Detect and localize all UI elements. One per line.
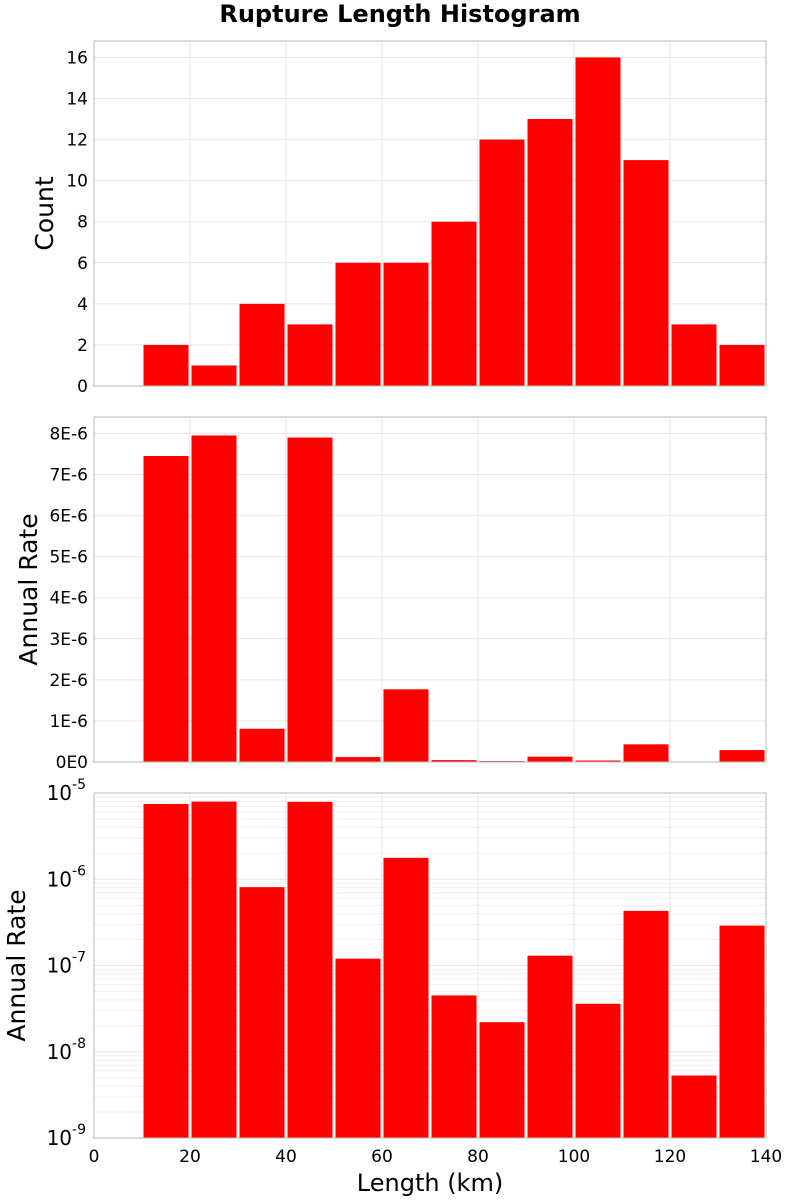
y-tick-label: 4 bbox=[77, 295, 88, 315]
y-tick-label: 6 bbox=[77, 254, 88, 274]
y-tick-label: 2 bbox=[77, 336, 88, 356]
y-tick-label: 10-8 bbox=[47, 1036, 86, 1064]
bar-135km bbox=[719, 925, 765, 1138]
bar-95km bbox=[527, 756, 573, 762]
bar-85km bbox=[479, 139, 525, 386]
x-axis-label: Length (km) bbox=[357, 1169, 503, 1197]
y-tick-label: 10-6 bbox=[47, 863, 87, 891]
y-axis-label: Annual Rate bbox=[2, 889, 31, 1041]
y-tick-label: 12 bbox=[66, 131, 88, 151]
bar-25km bbox=[191, 365, 237, 386]
bar-65km bbox=[383, 689, 429, 762]
y-tick-label: 10-7 bbox=[47, 950, 86, 978]
bar-105km bbox=[575, 760, 621, 762]
bar-135km bbox=[719, 344, 765, 386]
bar-115km bbox=[623, 744, 669, 762]
bar-35km bbox=[239, 303, 285, 386]
y-tick-label: 1E-6 bbox=[49, 712, 88, 732]
x-tick-label: 100 bbox=[558, 1147, 590, 1167]
bar-135km bbox=[719, 750, 765, 762]
bar-25km bbox=[191, 801, 237, 1138]
y-tick-label: 3E-6 bbox=[49, 630, 88, 650]
y-tick-label: 14 bbox=[66, 90, 88, 110]
y-tick-label: 10 bbox=[66, 172, 88, 192]
bar-45km bbox=[287, 801, 333, 1138]
x-tick-label: 60 bbox=[371, 1147, 393, 1167]
bar-105km bbox=[575, 57, 621, 387]
bar-15km bbox=[143, 804, 189, 1138]
bar-15km bbox=[143, 344, 189, 386]
y-tick-label: 0E0 bbox=[56, 753, 88, 773]
bar-15km bbox=[143, 456, 189, 762]
bar-75km bbox=[431, 995, 477, 1138]
chart-title: Rupture Length Histogram bbox=[219, 0, 580, 28]
bar-65km bbox=[383, 857, 429, 1138]
y-axis-label: Annual Rate bbox=[14, 513, 43, 665]
annual-rate-linear-panel: 0E0 1E-6 2E-6 3E-6 4E-6 5E-6 6E-6 7E-6 8E-6 Annua… bbox=[14, 416, 767, 773]
bar-105km bbox=[575, 1003, 621, 1138]
bar-75km bbox=[431, 760, 477, 762]
bar-55km bbox=[335, 757, 381, 762]
bar-45km bbox=[287, 324, 333, 386]
y-axis-label: Count bbox=[30, 176, 59, 250]
bar-55km bbox=[335, 958, 381, 1138]
bar-95km bbox=[527, 955, 573, 1138]
bar-55km bbox=[335, 262, 381, 386]
y-tick-label: 5E-6 bbox=[49, 548, 88, 568]
bar-35km bbox=[239, 887, 285, 1138]
y-tick-label: 10-5 bbox=[47, 777, 86, 805]
y-tick-label: 16 bbox=[66, 48, 88, 68]
annual-rate-log-panel: 10-9 10-8 10-7 10-6 10-5 Annual Rate 0 20 40 60 80… bbox=[2, 777, 782, 1167]
y-tick-label: 8 bbox=[77, 213, 88, 233]
bar-125km bbox=[671, 1075, 717, 1138]
y-tick-label: 6E-6 bbox=[49, 507, 88, 527]
bar-115km bbox=[623, 160, 669, 386]
plot-frame bbox=[93, 416, 767, 763]
bar-115km bbox=[623, 910, 669, 1138]
plot-frame bbox=[93, 792, 767, 1139]
bar-65km bbox=[383, 262, 429, 386]
x-tick-label: 40 bbox=[275, 1147, 297, 1167]
y-tick-label: 8E-6 bbox=[49, 424, 88, 444]
bar-35km bbox=[239, 728, 285, 762]
plot-frame bbox=[93, 40, 767, 387]
y-tick-label: 0 bbox=[77, 377, 88, 397]
x-tick-label: 140 bbox=[750, 1147, 782, 1167]
bar-25km bbox=[191, 435, 237, 762]
count-panel: 0 2 4 6 8 10 12 14 16 Count bbox=[30, 40, 767, 397]
bar-95km bbox=[527, 119, 573, 387]
x-tick-label: 80 bbox=[467, 1147, 489, 1167]
x-tick-label: 0 bbox=[89, 1147, 100, 1167]
y-tick-label: 7E-6 bbox=[49, 466, 88, 486]
bar-75km bbox=[431, 221, 477, 386]
y-tick-label: 10-9 bbox=[47, 1122, 86, 1150]
y-tick-label: 4E-6 bbox=[49, 589, 88, 609]
x-tick-label: 120 bbox=[654, 1147, 686, 1167]
bar-125km bbox=[671, 324, 717, 386]
bar-45km bbox=[287, 437, 333, 762]
x-tick-label: 20 bbox=[179, 1147, 201, 1167]
y-tick-label: 2E-6 bbox=[49, 671, 88, 691]
bar-85km bbox=[479, 1022, 525, 1138]
